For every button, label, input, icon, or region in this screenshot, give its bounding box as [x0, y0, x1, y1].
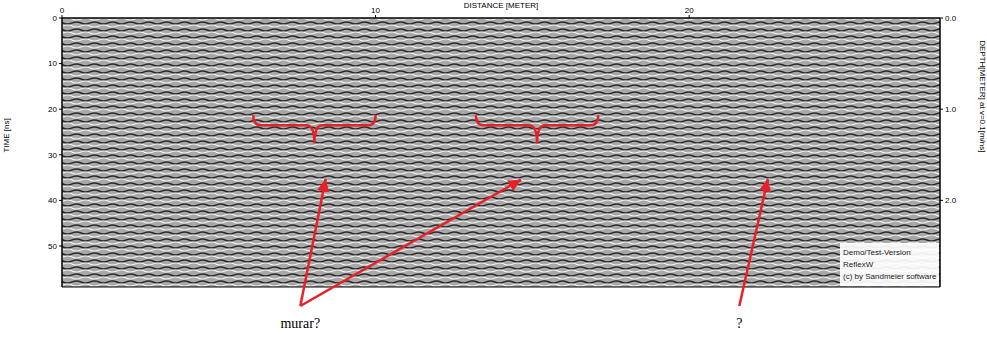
svg-text:TIME [ns]: TIME [ns] [2, 118, 11, 152]
svg-text:murar?: murar? [280, 316, 320, 331]
svg-text:0: 0 [60, 6, 65, 15]
svg-text:Demo/Test-Version: Demo/Test-Version [843, 248, 911, 257]
svg-text:?: ? [736, 316, 742, 331]
svg-text:50: 50 [48, 242, 57, 251]
svg-text:DEPTH[METER] at v=0.1[m/ns]: DEPTH[METER] at v=0.1[m/ns] [978, 40, 987, 152]
svg-text:40: 40 [48, 196, 57, 205]
svg-text:ReflexW: ReflexW [843, 260, 874, 269]
svg-text:20: 20 [48, 105, 57, 114]
svg-text:2.0: 2.0 [945, 196, 957, 205]
svg-text:10: 10 [371, 6, 380, 15]
svg-text:20: 20 [685, 6, 694, 15]
svg-text:30: 30 [48, 151, 57, 160]
svg-text:(c) by Sandmeier software: (c) by Sandmeier software [843, 272, 937, 281]
svg-text:0.0: 0.0 [945, 14, 957, 23]
svg-text:10: 10 [48, 59, 57, 68]
svg-text:DISTANCE [METER]: DISTANCE [METER] [464, 1, 539, 10]
svg-text:0: 0 [53, 14, 58, 23]
svg-text:1.0: 1.0 [945, 105, 957, 114]
